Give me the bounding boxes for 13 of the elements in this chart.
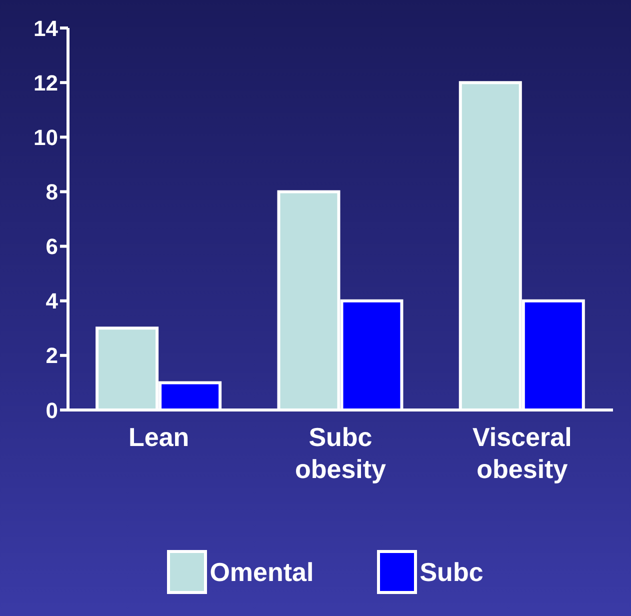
y-tick-label: 4 bbox=[46, 288, 59, 314]
y-tick-label: 0 bbox=[46, 398, 58, 423]
x-tick-label: Subc obesity bbox=[294, 422, 387, 484]
legend-label: Omental bbox=[210, 556, 314, 589]
y-tick-label: 8 bbox=[46, 180, 58, 205]
y-tick-label: 6 bbox=[46, 234, 58, 260]
y-tick-label: 12 bbox=[34, 70, 58, 96]
y-tick-label: 10 bbox=[34, 124, 58, 150]
legend-label: Subc bbox=[420, 556, 484, 589]
x-tick-label: Visceral obesity bbox=[472, 422, 572, 484]
y-tick-label: 14 bbox=[34, 16, 59, 41]
x-tick-label: Lean bbox=[128, 422, 190, 452]
y-tick-label: 2 bbox=[46, 343, 58, 368]
